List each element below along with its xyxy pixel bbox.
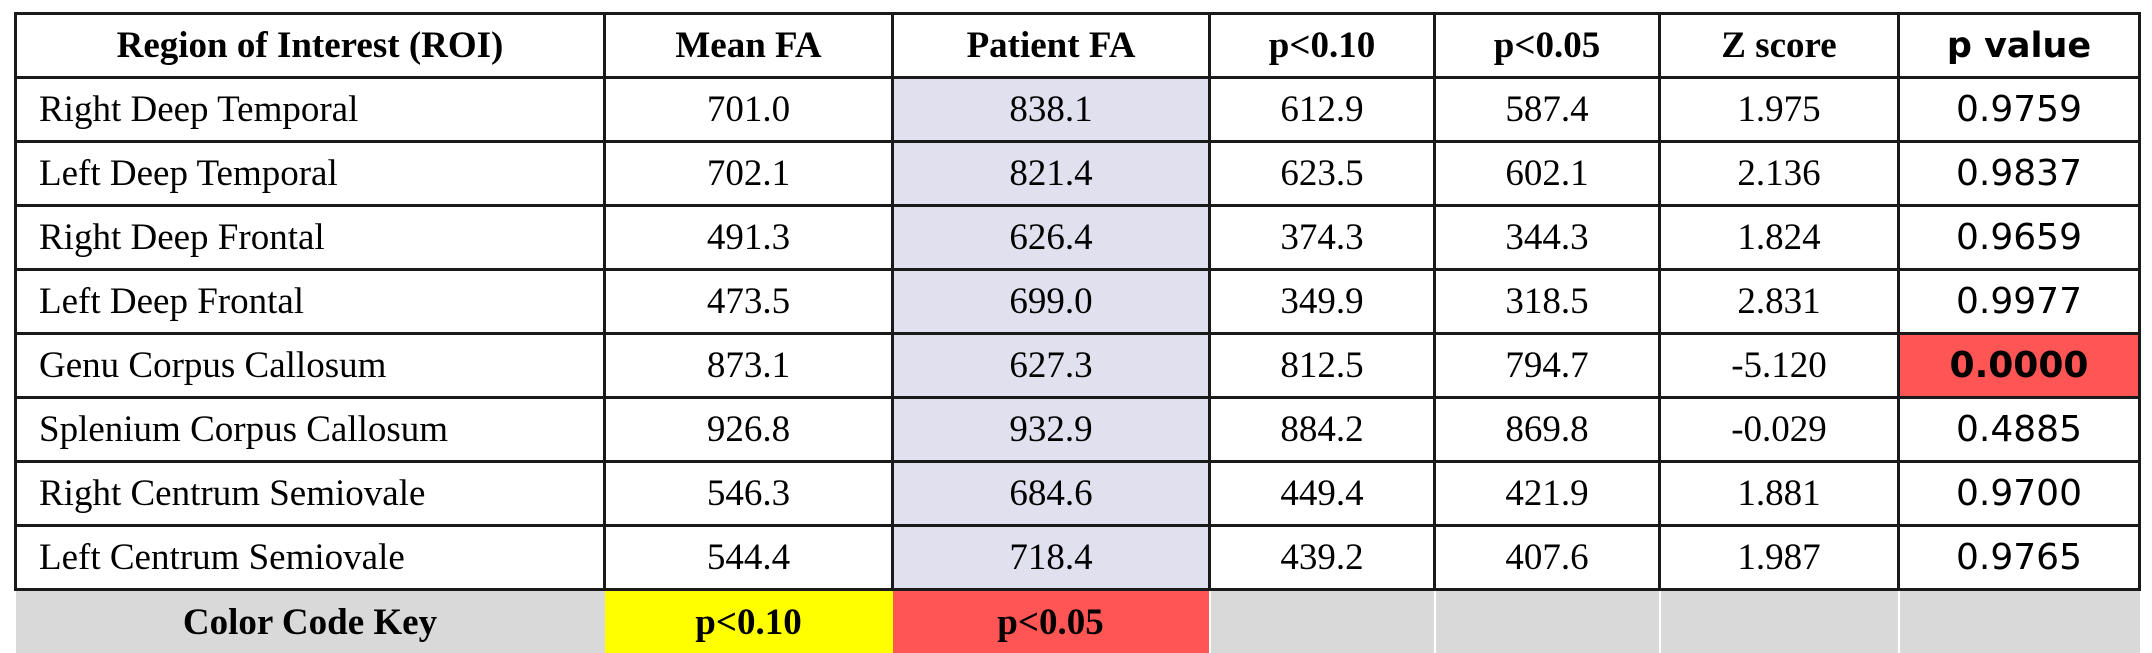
cell-roi: Left Deep Frontal bbox=[16, 270, 605, 334]
cell-p-value: 0.9765 bbox=[1899, 526, 2140, 590]
cell-patient-fa: 932.9 bbox=[893, 398, 1210, 462]
table-header-row: Region of Interest (ROI) Mean FA Patient… bbox=[16, 14, 2140, 78]
cell-mean-fa: 491.3 bbox=[605, 206, 893, 270]
cell-p005: 421.9 bbox=[1435, 462, 1660, 526]
cell-p005: 344.3 bbox=[1435, 206, 1660, 270]
key-p005-swatch: p<0.05 bbox=[893, 590, 1210, 653]
cell-mean-fa: 473.5 bbox=[605, 270, 893, 334]
cell-mean-fa: 702.1 bbox=[605, 142, 893, 206]
cell-p-value: 0.9837 bbox=[1899, 142, 2140, 206]
header-p005: p<0.05 bbox=[1435, 14, 1660, 78]
color-code-key-row: Color Code Key p<0.10 p<0.05 bbox=[16, 590, 2140, 653]
cell-patient-fa: 626.4 bbox=[893, 206, 1210, 270]
key-empty-cell bbox=[1210, 590, 1435, 653]
cell-p010: 812.5 bbox=[1210, 334, 1435, 398]
cell-roi: Right Deep Temporal bbox=[16, 78, 605, 142]
cell-patient-fa: 838.1 bbox=[893, 78, 1210, 142]
cell-p-value: 0.9759 bbox=[1899, 78, 2140, 142]
cell-roi: Splenium Corpus Callosum bbox=[16, 398, 605, 462]
cell-p010: 439.2 bbox=[1210, 526, 1435, 590]
cell-p005: 869.8 bbox=[1435, 398, 1660, 462]
cell-mean-fa: 544.4 bbox=[605, 526, 893, 590]
cell-patient-fa: 627.3 bbox=[893, 334, 1210, 398]
cell-roi: Genu Corpus Callosum bbox=[16, 334, 605, 398]
cell-z-score: 2.136 bbox=[1660, 142, 1899, 206]
cell-p-value: 0.9977 bbox=[1899, 270, 2140, 334]
header-p-value: p value bbox=[1899, 14, 2140, 78]
cell-z-score: 1.881 bbox=[1660, 462, 1899, 526]
cell-patient-fa: 684.6 bbox=[893, 462, 1210, 526]
cell-p-value: 0.0000 bbox=[1899, 334, 2140, 398]
cell-p010: 884.2 bbox=[1210, 398, 1435, 462]
key-empty-cell bbox=[1435, 590, 1660, 653]
cell-p005: 318.5 bbox=[1435, 270, 1660, 334]
cell-p005: 407.6 bbox=[1435, 526, 1660, 590]
cell-p010: 374.3 bbox=[1210, 206, 1435, 270]
cell-p010: 449.4 bbox=[1210, 462, 1435, 526]
cell-p005: 602.1 bbox=[1435, 142, 1660, 206]
cell-roi: Left Deep Temporal bbox=[16, 142, 605, 206]
cell-patient-fa: 821.4 bbox=[893, 142, 1210, 206]
cell-mean-fa: 926.8 bbox=[605, 398, 893, 462]
cell-patient-fa: 718.4 bbox=[893, 526, 1210, 590]
cell-p-value: 0.9700 bbox=[1899, 462, 2140, 526]
cell-z-score: 1.824 bbox=[1660, 206, 1899, 270]
key-p010-swatch: p<0.10 bbox=[605, 590, 893, 653]
key-empty-cell bbox=[1899, 590, 2140, 653]
cell-z-score: 1.975 bbox=[1660, 78, 1899, 142]
fa-results-table-container: Region of Interest (ROI) Mean FA Patient… bbox=[14, 12, 2141, 653]
header-p010: p<0.10 bbox=[1210, 14, 1435, 78]
cell-p005: 794.7 bbox=[1435, 334, 1660, 398]
cell-mean-fa: 546.3 bbox=[605, 462, 893, 526]
color-code-key-label: Color Code Key bbox=[16, 590, 605, 653]
cell-z-score: 1.987 bbox=[1660, 526, 1899, 590]
cell-mean-fa: 701.0 bbox=[605, 78, 893, 142]
cell-z-score: 2.831 bbox=[1660, 270, 1899, 334]
cell-roi: Right Centrum Semiovale bbox=[16, 462, 605, 526]
cell-z-score: -5.120 bbox=[1660, 334, 1899, 398]
header-z-score: Z score bbox=[1660, 14, 1899, 78]
cell-p-value: 0.4885 bbox=[1899, 398, 2140, 462]
header-patient-fa: Patient FA bbox=[893, 14, 1210, 78]
cell-mean-fa: 873.1 bbox=[605, 334, 893, 398]
cell-roi: Right Deep Frontal bbox=[16, 206, 605, 270]
cell-p-value: 0.9659 bbox=[1899, 206, 2140, 270]
header-roi: Region of Interest (ROI) bbox=[16, 14, 605, 78]
fa-results-table: Region of Interest (ROI) Mean FA Patient… bbox=[14, 12, 2141, 653]
cell-p010: 623.5 bbox=[1210, 142, 1435, 206]
cell-roi: Left Centrum Semiovale bbox=[16, 526, 605, 590]
cell-z-score: -0.029 bbox=[1660, 398, 1899, 462]
cell-p010: 349.9 bbox=[1210, 270, 1435, 334]
key-empty-cell bbox=[1660, 590, 1899, 653]
cell-patient-fa: 699.0 bbox=[893, 270, 1210, 334]
cell-p005: 587.4 bbox=[1435, 78, 1660, 142]
header-mean-fa: Mean FA bbox=[605, 14, 893, 78]
cell-p010: 612.9 bbox=[1210, 78, 1435, 142]
